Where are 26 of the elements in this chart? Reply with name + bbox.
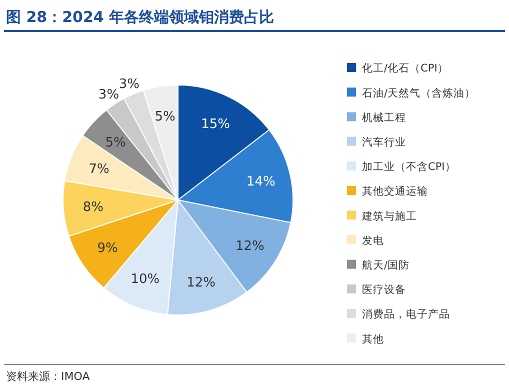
legend-label: 医疗设备 — [362, 283, 406, 296]
chart-title: 图 28：2024 年各终端领域钼消费占比 — [6, 8, 274, 26]
legend-label: 建筑与施工 — [361, 209, 417, 222]
legend-label: 机械工程 — [362, 110, 406, 124]
data-label: 9% — [97, 241, 118, 256]
legend-label: 石油/天然气（含炼油） — [362, 86, 476, 100]
text: 资料来源：IMOA — [6, 370, 90, 383]
legend-label: 加工业（不含CPI） — [362, 160, 456, 174]
legend-label: 其他 — [362, 332, 384, 346]
legend-label: 化工/化石（CPI） — [362, 62, 448, 75]
data-label: 10% — [130, 272, 160, 288]
legend-label: 发电 — [362, 234, 384, 247]
data-label: 3% — [98, 88, 120, 103]
data-label: 15% — [201, 117, 230, 132]
legend-label: 消费品，电子产品 — [362, 308, 450, 321]
data-label: 7% — [88, 162, 110, 177]
legend-label: 其他交通运输 — [362, 184, 428, 198]
data-label: 12% — [235, 239, 264, 254]
data-label: 8% — [82, 200, 104, 216]
data-label: 14% — [246, 174, 276, 190]
data-label: 12% — [186, 275, 216, 290]
data-label: 5% — [105, 136, 126, 151]
legend-label: 航天/国防 — [362, 258, 410, 272]
legend-label: 汽车行业 — [362, 135, 406, 148]
data-label: 3% — [118, 76, 140, 92]
data-label: 5% — [154, 109, 176, 124]
